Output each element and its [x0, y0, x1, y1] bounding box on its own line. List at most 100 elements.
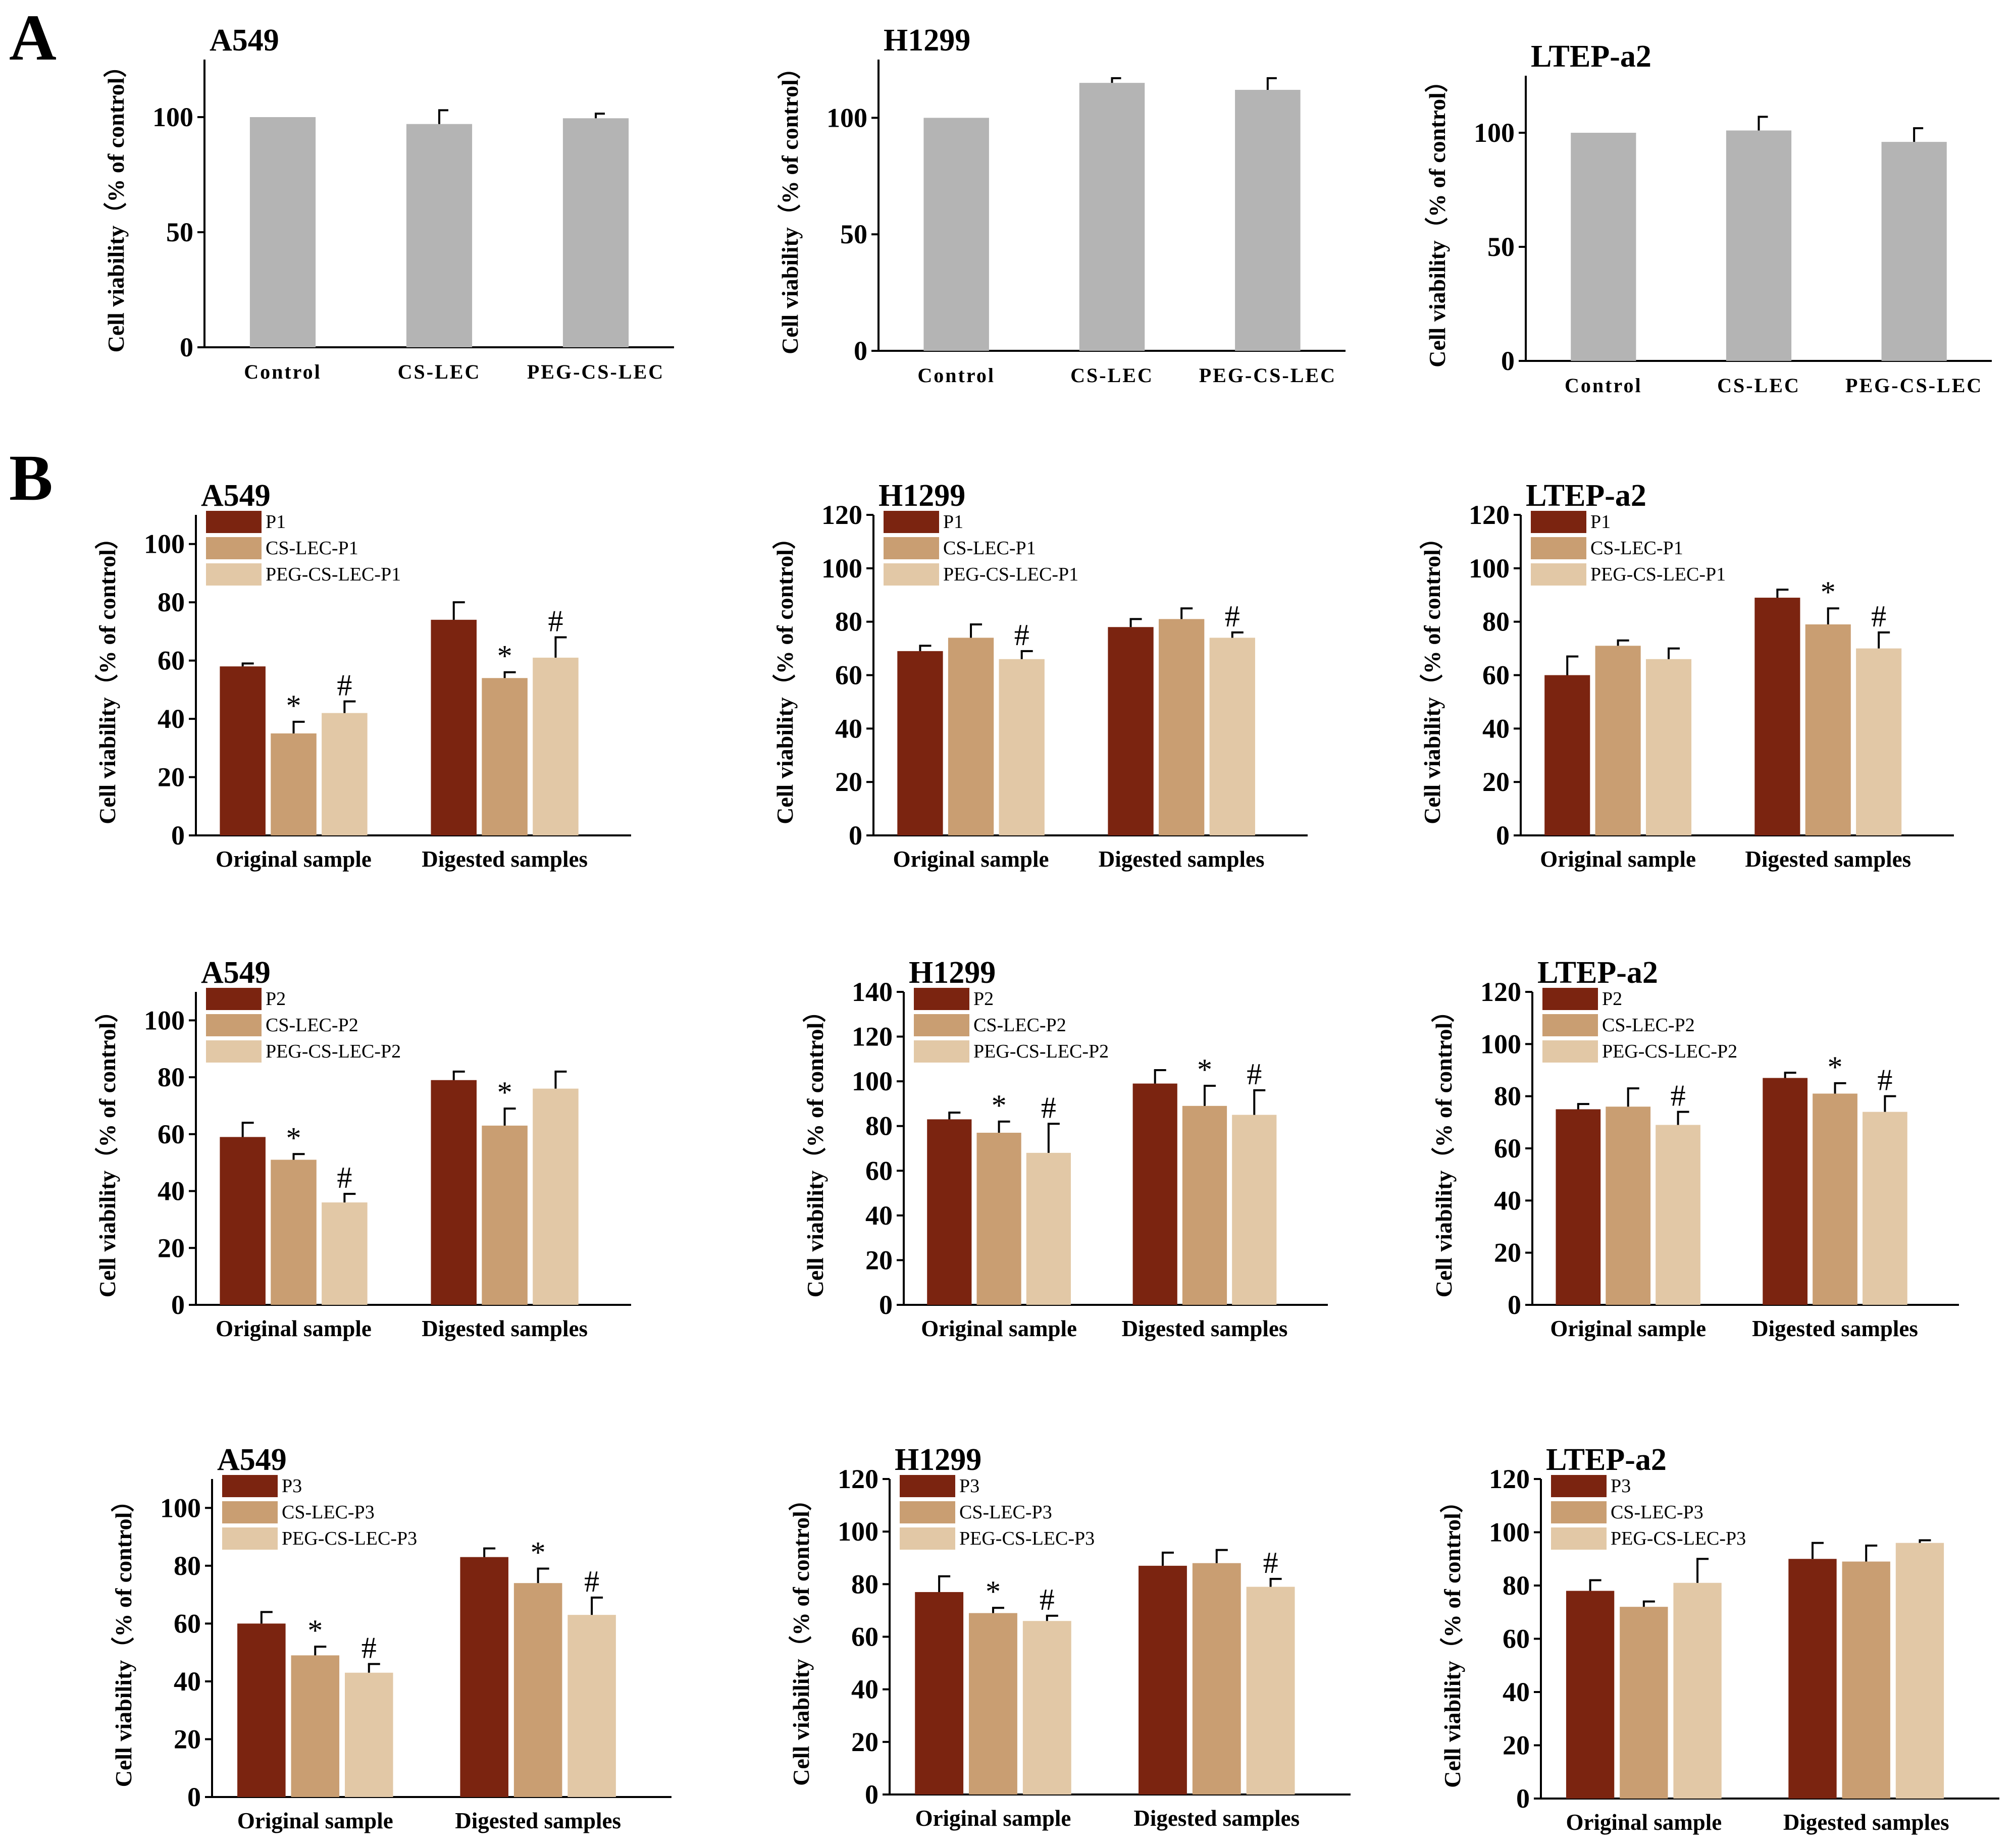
chart-7: H1299 Cell viability（% of control） 0 20 40 60…: [802, 956, 1328, 1341]
legend-swatch: [1531, 537, 1586, 559]
chart-title: LTEP-a2: [1537, 956, 1658, 990]
bar: [948, 638, 994, 835]
y-axis-label: Cell viability（% of control）: [802, 999, 828, 1298]
y-tick-label: 40: [1482, 713, 1510, 744]
bar: [344, 1672, 393, 1797]
significance-mark: *: [992, 1089, 1007, 1122]
legend-label: CS-LEC-P3: [959, 1502, 1052, 1523]
legend-swatch: [206, 563, 262, 586]
legend-swatch: [884, 537, 939, 559]
x-tick-label: Original sample: [893, 847, 1049, 872]
x-tick-label: Digested samples: [1783, 1810, 1949, 1835]
legend-swatch: [222, 1501, 278, 1523]
significance-mark: #: [548, 604, 563, 638]
y-tick-label: 100: [1489, 1517, 1530, 1548]
legend-label: CS-LEC-P2: [973, 1015, 1066, 1036]
significance-mark: #: [1040, 1583, 1055, 1616]
y-tick-label: 120: [838, 1464, 879, 1494]
significance-mark: *: [286, 1121, 301, 1154]
legend-swatch: [206, 537, 262, 559]
chart-title: A549: [217, 1443, 287, 1477]
y-tick-label: 80: [1503, 1570, 1530, 1601]
legend-label: P2: [266, 988, 286, 1010]
significance-mark: *: [531, 1536, 546, 1569]
legend-swatch: [206, 1014, 262, 1036]
y-tick-label: 120: [852, 1022, 893, 1052]
y-tick-label: 40: [865, 1200, 893, 1231]
legend-label: P1: [266, 511, 286, 533]
legend-label: PEG-CS-LEC-P1: [266, 564, 401, 585]
chart-title: LTEP-a2: [1526, 479, 1646, 513]
y-tick-label: 60: [158, 646, 185, 676]
legend-swatch: [1542, 1040, 1598, 1063]
bar: [1656, 1125, 1700, 1305]
bar: [237, 1623, 286, 1797]
bar: [220, 666, 266, 835]
bar: [291, 1655, 340, 1797]
chart-2: LTEP-a2 Cell viability（% of control） 0 50 10…: [1424, 39, 1992, 397]
legend-swatch: [884, 563, 939, 586]
y-tick-label: 60: [1482, 660, 1510, 691]
significance-mark: *: [1821, 575, 1836, 609]
y-axis-label: Cell viability（% of control）: [777, 56, 803, 354]
x-tick-label: Original sample: [216, 847, 372, 872]
y-tick-label: 100: [152, 102, 193, 132]
significance-mark: #: [1871, 600, 1886, 633]
x-tick-label: Original sample: [1566, 1810, 1722, 1835]
bar: [460, 1557, 508, 1797]
legend-label: PEG-CS-LEC-P2: [973, 1041, 1109, 1062]
bar: [1022, 1621, 1071, 1794]
bar: [1856, 648, 1902, 835]
chart-8: LTEP-a2 Cell viability（% of control） 0 20 40…: [1431, 956, 1959, 1341]
y-axis-label: Cell viability（% of control）: [772, 526, 798, 824]
y-tick-label: 0: [879, 1290, 893, 1320]
legend-swatch: [1551, 1527, 1607, 1550]
y-tick-label: 0: [849, 820, 862, 851]
x-tick-label: Original sample: [915, 1806, 1071, 1831]
bar: [969, 1613, 1017, 1794]
chart-11: LTEP-a2 Cell viability（% of control） 0 20 40…: [1439, 1443, 1999, 1835]
y-tick-label: 100: [821, 553, 862, 584]
chart-4: H1299 Cell viability（% of control） 0 20 40 60…: [772, 479, 1308, 872]
legend-swatch: [1551, 1475, 1607, 1497]
bar: [1881, 142, 1947, 361]
y-tick-label: 80: [1494, 1081, 1521, 1112]
y-tick-label: 20: [1482, 767, 1510, 797]
y-tick-label: 120: [1469, 500, 1510, 530]
significance-mark: #: [337, 668, 352, 702]
chart-title: H1299: [884, 23, 970, 58]
y-tick-label: 80: [158, 1062, 185, 1092]
legend-swatch: [900, 1501, 955, 1523]
y-tick-label: 40: [1503, 1677, 1530, 1707]
y-tick-label: 80: [851, 1569, 879, 1599]
bar: [271, 733, 317, 835]
x-tick-label: Original sample: [921, 1316, 1077, 1341]
bar: [1606, 1106, 1651, 1305]
bar: [1139, 1565, 1187, 1794]
bar: [1726, 130, 1792, 361]
legend-label: CS-LEC-P1: [1590, 538, 1683, 559]
y-axis-label: Cell viability（% of control）: [1439, 1490, 1465, 1788]
bar: [1754, 598, 1800, 835]
bar: [1805, 624, 1851, 835]
legend-label: CS-LEC-P1: [943, 538, 1036, 559]
legend-swatch: [900, 1527, 955, 1550]
y-tick-label: 40: [1494, 1185, 1521, 1216]
bar: [562, 118, 629, 347]
y-tick-label: 20: [835, 767, 862, 797]
y-tick-label: 80: [865, 1111, 893, 1141]
y-axis-label: Cell viability（% of control）: [103, 55, 129, 353]
x-tick-label: Original sample: [1550, 1316, 1706, 1341]
y-tick-label: 0: [1496, 820, 1510, 851]
bar: [1595, 646, 1641, 835]
bar: [1645, 659, 1692, 835]
bar: [915, 1592, 964, 1794]
y-tick-label: 100: [826, 102, 867, 133]
significance-mark: #: [1247, 1058, 1262, 1091]
chart-title: A549: [201, 956, 271, 990]
y-tick-label: 0: [1516, 1783, 1530, 1814]
y-tick-label: 80: [174, 1551, 201, 1581]
bar: [1571, 133, 1636, 361]
bar: [322, 713, 368, 835]
bar: [1566, 1591, 1615, 1799]
